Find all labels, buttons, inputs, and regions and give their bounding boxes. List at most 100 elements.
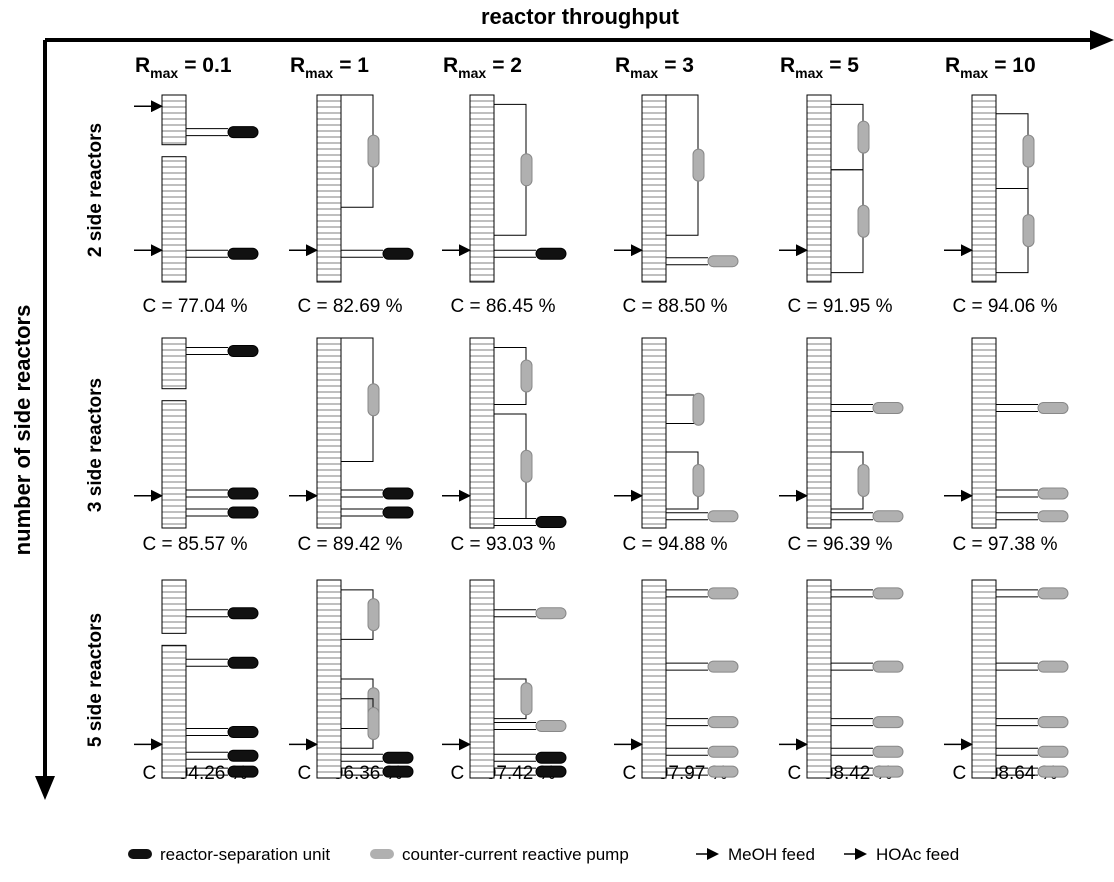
reactor-separation-unit — [383, 507, 413, 518]
reactor-separation-unit — [383, 488, 413, 499]
reactive-pump — [521, 360, 532, 392]
conversion: C = 93.03 % — [450, 534, 555, 555]
conversion: C = 91.95 % — [787, 296, 892, 317]
reactive-pump — [1023, 135, 1034, 167]
column — [470, 580, 494, 778]
conversion: C = 88.50 % — [622, 296, 727, 317]
column — [642, 338, 666, 528]
symbol: R — [780, 54, 795, 77]
row-label: 5 side reactors — [85, 613, 106, 747]
y-arrow-head — [35, 776, 55, 800]
symbol: R — [290, 54, 305, 77]
reactive-pump — [708, 766, 738, 777]
reactive-pump — [368, 135, 379, 167]
column — [972, 95, 996, 282]
reactor-separation-unit — [228, 507, 258, 518]
reactor-separation-unit — [228, 608, 258, 619]
column — [162, 95, 186, 282]
reactor-separation-unit — [383, 766, 413, 777]
reactor-separation-unit — [228, 346, 258, 357]
column — [162, 580, 186, 778]
reactive-pump — [536, 608, 566, 619]
subscript: max — [150, 65, 178, 81]
reactive-pump — [708, 511, 738, 522]
column-header: Rmax= 2 — [443, 54, 522, 81]
reactive-pump — [1038, 766, 1068, 777]
column-header: Rmax= 0.1 — [135, 54, 232, 81]
reactor-separation-unit — [228, 727, 258, 738]
conversion: C = 94.06 % — [952, 296, 1057, 317]
column — [470, 95, 494, 282]
column-shell — [162, 645, 186, 778]
column — [317, 338, 341, 528]
row-label: 2 side reactors — [85, 123, 106, 257]
legend-label: MeOH feed — [728, 845, 815, 864]
reactive-pump — [368, 708, 379, 740]
reactive-pump — [693, 149, 704, 181]
reactive-pump — [873, 717, 903, 728]
legend-label: HOAc feed — [876, 845, 959, 864]
reactive-pump — [693, 465, 704, 497]
column — [807, 95, 831, 282]
column-shell — [972, 338, 996, 528]
reactive-pump — [521, 154, 532, 186]
column — [807, 580, 831, 778]
reactor-separation-unit — [228, 248, 258, 259]
column-shell — [972, 95, 996, 282]
conversion: C = 94.88 % — [622, 534, 727, 555]
column-shell — [317, 338, 341, 528]
reactor-separation-unit — [383, 752, 413, 763]
subscript: max — [458, 65, 486, 81]
column-header: Rmax= 1 — [290, 54, 369, 81]
conversion: C = 85.57 % — [142, 534, 247, 555]
conversion: C = 96.39 % — [787, 534, 892, 555]
conversion: C = 97.38 % — [952, 534, 1057, 555]
reactive-pump — [1038, 717, 1068, 728]
legend-icon — [128, 849, 152, 859]
reactor-separation-unit — [536, 517, 566, 528]
value: = 1 — [339, 54, 369, 77]
column-shell — [807, 95, 831, 282]
column-shell — [807, 338, 831, 528]
reactive-pump — [368, 599, 379, 631]
value: = 10 — [994, 54, 1035, 77]
column-shell — [162, 338, 186, 389]
reactive-pump — [1038, 661, 1068, 672]
column — [972, 580, 996, 778]
reactive-pump — [1038, 588, 1068, 599]
column — [470, 338, 494, 528]
reactive-pump — [873, 661, 903, 672]
column — [642, 580, 666, 778]
reactive-pump — [368, 384, 379, 416]
reactive-pump — [858, 121, 869, 153]
column-shell — [642, 338, 666, 528]
reactive-pump — [708, 256, 738, 267]
reactive-pump — [873, 766, 903, 777]
reactive-pump — [536, 721, 566, 732]
column-header: Rmax= 5 — [780, 54, 859, 81]
column — [642, 95, 666, 282]
reactive-pump — [858, 465, 869, 497]
symbol: R — [615, 54, 630, 77]
column-shell — [317, 95, 341, 282]
x-arrow-head — [1090, 30, 1114, 50]
reactive-pump — [693, 393, 704, 425]
column-shell — [470, 95, 494, 282]
x-axis-label: reactor throughput — [481, 4, 680, 29]
reactive-pump — [1038, 403, 1068, 414]
reactor-separation-unit — [536, 766, 566, 777]
reactive-pump — [1023, 215, 1034, 247]
conversion: C = 89.42 % — [297, 534, 402, 555]
reactive-pump — [1038, 511, 1068, 522]
reactive-pump — [873, 588, 903, 599]
column-header: Rmax= 10 — [945, 54, 1036, 81]
reactor-separation-unit — [383, 248, 413, 259]
value: = 3 — [664, 54, 694, 77]
reactive-pump — [858, 205, 869, 237]
row-label: 3 side reactors — [85, 378, 106, 512]
column — [972, 338, 996, 528]
conversion: C = 86.45 % — [450, 296, 555, 317]
column-shell — [162, 401, 186, 528]
value: = 0.1 — [184, 54, 232, 77]
